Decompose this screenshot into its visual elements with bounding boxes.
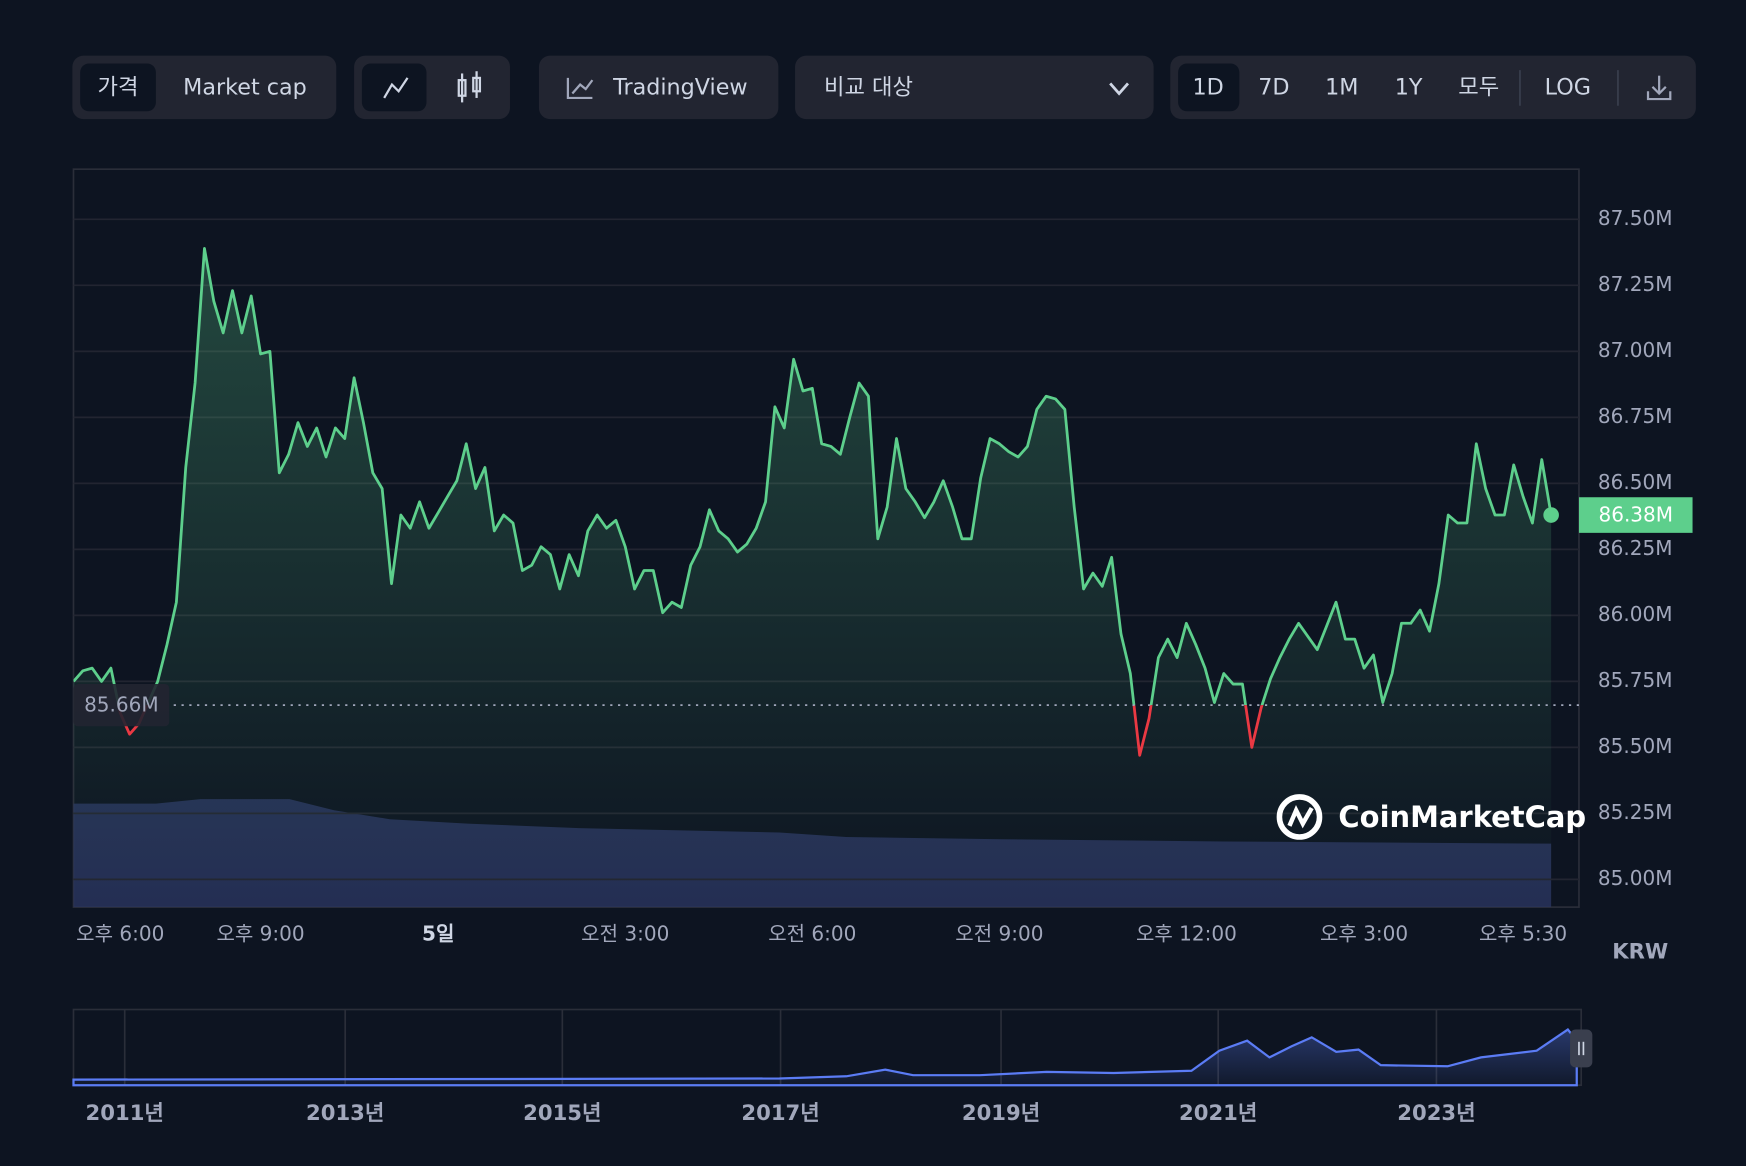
range-1y[interactable]: 1Y bbox=[1395, 74, 1423, 100]
navigator-year: 2017년 bbox=[741, 1100, 819, 1125]
y-tick-label: 85.75M bbox=[1598, 668, 1673, 692]
tv-icon-line bbox=[571, 79, 594, 95]
last-point bbox=[1543, 507, 1559, 523]
baseline-label: 85.66M bbox=[84, 693, 159, 717]
y-tick-label: 86.25M bbox=[1598, 536, 1673, 560]
tab-active[interactable] bbox=[80, 63, 156, 112]
candle-icon[interactable] bbox=[457, 71, 482, 103]
navigator-year: 2019년 bbox=[962, 1100, 1040, 1125]
watermark: CoinMarketCap bbox=[1276, 794, 1586, 840]
y-tick-label: 87.25M bbox=[1598, 272, 1673, 296]
y-tick-label: 85.00M bbox=[1598, 866, 1673, 890]
area bbox=[73, 248, 1552, 908]
range-all[interactable]: 모두 bbox=[1458, 74, 1499, 100]
price-tag-label: 86.38M bbox=[1598, 503, 1673, 527]
navigator-year: 2015년 bbox=[523, 1100, 601, 1125]
y-tick-label: 87.00M bbox=[1598, 338, 1673, 362]
tradingview-label[interactable]: TradingView bbox=[612, 74, 747, 100]
x-tick-label: 오전 6:00 bbox=[768, 921, 856, 945]
x-tick-label: 5일 bbox=[422, 921, 454, 945]
y-tick-label: 85.50M bbox=[1598, 734, 1673, 758]
price-line bbox=[73, 247, 1553, 706]
x-tick-label: 오전 3:00 bbox=[581, 921, 669, 945]
tv-icon bbox=[566, 77, 593, 100]
x-tick-label: 오후 12:00 bbox=[1136, 921, 1237, 945]
navigator-year: 2013년 bbox=[306, 1100, 384, 1125]
tradingview-button[interactable] bbox=[538, 55, 779, 120]
range-7d[interactable]: 7D bbox=[1258, 74, 1289, 100]
navigator-grid: 2011년 2013년 2015년 2017년 2019년 2021년 2023년 bbox=[86, 1009, 1476, 1125]
range-group bbox=[1170, 55, 1696, 120]
compare-dropdown[interactable] bbox=[795, 55, 1154, 120]
y-tick-label: 85.25M bbox=[1598, 800, 1673, 824]
range-active[interactable] bbox=[1178, 63, 1240, 112]
navigator-year: 2021년 bbox=[1179, 1100, 1257, 1125]
x-tick-label: 오후 5:30 bbox=[1479, 921, 1567, 945]
range-1d[interactable]: 1D bbox=[1193, 74, 1224, 100]
tab-price[interactable]: 가격 bbox=[98, 74, 139, 100]
price-tag bbox=[1578, 497, 1693, 533]
y-tick-label: 86.75M bbox=[1598, 404, 1673, 428]
y-tick-label: 86.50M bbox=[1598, 470, 1673, 494]
line-icon bbox=[383, 77, 409, 99]
y-tick-label: 86.00M bbox=[1598, 602, 1673, 626]
plot: 85.00M 85.25M 85.50M 85.75M 86.00M 86.25M 86.5… bbox=[73, 206, 1693, 945]
x-tick-label: 오후 9:00 bbox=[216, 921, 304, 945]
navigator-line bbox=[72, 1028, 1578, 1087]
chevron bbox=[1109, 82, 1130, 96]
y-tick-label: 87.50M bbox=[1598, 206, 1673, 230]
x-tick-label: 오후 3:00 bbox=[1320, 921, 1408, 945]
compare-label[interactable]: 비교 대상 bbox=[824, 74, 913, 100]
navigator-year: 2023년 bbox=[1397, 1100, 1475, 1125]
x-tick-label: 오후 6:00 bbox=[76, 921, 164, 945]
x-tick-label: 오전 9:00 bbox=[955, 921, 1043, 945]
navigator-handle[interactable] bbox=[1570, 1029, 1593, 1068]
tab-marketcap[interactable]: Market cap bbox=[183, 74, 307, 100]
navigator-year: 2011년 bbox=[86, 1100, 164, 1125]
watermark-text: CoinMarketCap bbox=[1338, 800, 1586, 834]
currency-label: KRW bbox=[1612, 939, 1668, 964]
baseline-tag bbox=[73, 683, 170, 727]
log-toggle[interactable]: LOG bbox=[1545, 74, 1591, 100]
download-icon[interactable] bbox=[1646, 75, 1672, 101]
range-1m[interactable]: 1M bbox=[1325, 74, 1358, 100]
